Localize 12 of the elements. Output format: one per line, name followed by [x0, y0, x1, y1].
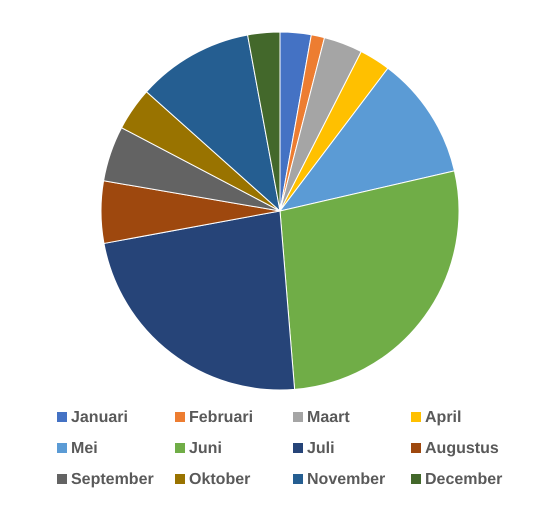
legend-label: September	[71, 471, 154, 488]
legend-label: Juni	[189, 440, 222, 457]
legend-label: Oktober	[189, 471, 250, 488]
legend-label: April	[425, 409, 462, 426]
legend-label: Juli	[307, 440, 335, 457]
legend-label: December	[425, 471, 502, 488]
legend-label: Februari	[189, 409, 254, 426]
legend-label: Januari	[71, 409, 128, 426]
legend-label: November	[307, 471, 386, 488]
legend-label: Augustus	[425, 440, 499, 457]
legend-label: Mei	[71, 440, 98, 457]
legend-label: Maart	[307, 409, 350, 426]
